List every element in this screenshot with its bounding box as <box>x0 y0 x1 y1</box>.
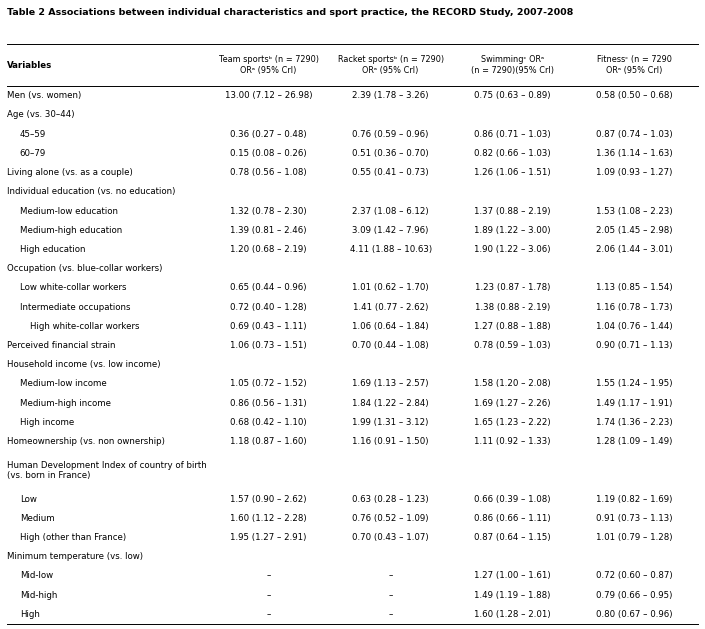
Text: 1.99 (1.31 – 3.12): 1.99 (1.31 – 3.12) <box>352 418 429 427</box>
Text: 0.86 (0.66 – 1.11): 0.86 (0.66 – 1.11) <box>474 514 551 523</box>
Text: 1.84 (1.22 – 2.84): 1.84 (1.22 – 2.84) <box>352 399 429 408</box>
Text: High education: High education <box>20 245 85 254</box>
Text: 0.75 (0.63 – 0.89): 0.75 (0.63 – 0.89) <box>474 91 551 100</box>
Text: 0.51 (0.36 – 0.70): 0.51 (0.36 – 0.70) <box>352 149 429 158</box>
Text: 60–79: 60–79 <box>20 149 46 158</box>
Text: 1.16 (0.78 – 1.73): 1.16 (0.78 – 1.73) <box>596 303 673 311</box>
Text: 0.76 (0.52 – 1.09): 0.76 (0.52 – 1.09) <box>352 514 429 523</box>
Text: 1.27 (0.88 – 1.88): 1.27 (0.88 – 1.88) <box>474 322 551 331</box>
Text: 1.69 (1.27 – 2.26): 1.69 (1.27 – 2.26) <box>474 399 551 408</box>
Text: 1.49 (1.19 – 1.88): 1.49 (1.19 – 1.88) <box>474 591 551 599</box>
Text: 1.23 (0.87 - 1.78): 1.23 (0.87 - 1.78) <box>475 283 550 292</box>
Text: 1.69 (1.13 – 2.57): 1.69 (1.13 – 2.57) <box>352 379 429 388</box>
Text: Living alone (vs. as a couple): Living alone (vs. as a couple) <box>7 168 133 177</box>
Text: 1.01 (0.79 – 1.28): 1.01 (0.79 – 1.28) <box>596 533 673 542</box>
Text: Low white-collar workers: Low white-collar workers <box>20 283 126 292</box>
Text: Household income (vs. low income): Household income (vs. low income) <box>7 360 161 369</box>
Text: Variables: Variables <box>7 60 52 70</box>
Text: 1.16 (0.91 – 1.50): 1.16 (0.91 – 1.50) <box>352 437 429 446</box>
Text: Occupation (vs. blue-collar workers): Occupation (vs. blue-collar workers) <box>7 264 162 273</box>
Text: –: – <box>388 591 393 599</box>
Text: 1.06 (0.64 – 1.84): 1.06 (0.64 – 1.84) <box>352 322 429 331</box>
Text: Homeownership (vs. non ownership): Homeownership (vs. non ownership) <box>7 437 165 446</box>
Text: Mid-low: Mid-low <box>20 572 53 581</box>
Text: –: – <box>266 591 271 599</box>
Text: Mid-high: Mid-high <box>20 591 57 599</box>
Text: 1.65 (1.23 – 2.22): 1.65 (1.23 – 2.22) <box>474 418 551 427</box>
Text: 1.09 (0.93 – 1.27): 1.09 (0.93 – 1.27) <box>596 168 673 177</box>
Text: 0.15 (0.08 – 0.26): 0.15 (0.08 – 0.26) <box>231 149 307 158</box>
Text: 0.87 (0.74 – 1.03): 0.87 (0.74 – 1.03) <box>596 130 673 138</box>
Text: 0.72 (0.40 – 1.28): 0.72 (0.40 – 1.28) <box>231 303 307 311</box>
Text: Perceived financial strain: Perceived financial strain <box>7 341 116 350</box>
Text: 1.19 (0.82 – 1.69): 1.19 (0.82 – 1.69) <box>596 494 673 504</box>
Text: 0.66 (0.39 – 1.08): 0.66 (0.39 – 1.08) <box>474 494 551 504</box>
Text: Medium-high income: Medium-high income <box>20 399 111 408</box>
Text: 1.18 (0.87 – 1.60): 1.18 (0.87 – 1.60) <box>231 437 307 446</box>
Text: 2.37 (1.08 – 6.12): 2.37 (1.08 – 6.12) <box>352 206 429 216</box>
Text: Team sportsᵇ (n = 7290)
ORᵃ (95% CrI): Team sportsᵇ (n = 7290) ORᵃ (95% CrI) <box>219 55 319 75</box>
Text: High (other than France): High (other than France) <box>20 533 126 542</box>
Text: 1.89 (1.22 – 3.00): 1.89 (1.22 – 3.00) <box>474 226 551 235</box>
Text: 0.70 (0.44 – 1.08): 0.70 (0.44 – 1.08) <box>352 341 429 350</box>
Text: Human Development Index of country of birth
(vs. born in France): Human Development Index of country of bi… <box>7 460 207 480</box>
Text: –: – <box>388 610 393 619</box>
Text: 1.55 (1.24 – 1.95): 1.55 (1.24 – 1.95) <box>596 379 673 388</box>
Text: 1.53 (1.08 – 2.23): 1.53 (1.08 – 2.23) <box>596 206 673 216</box>
Text: 45–59: 45–59 <box>20 130 46 138</box>
Text: 0.87 (0.64 – 1.15): 0.87 (0.64 – 1.15) <box>474 533 551 542</box>
Text: Individual education (vs. no education): Individual education (vs. no education) <box>7 187 176 196</box>
Text: Medium-low income: Medium-low income <box>20 379 106 388</box>
Text: 0.68 (0.42 – 1.10): 0.68 (0.42 – 1.10) <box>231 418 307 427</box>
Text: Swimmingᶜ ORᵃ
(n = 7290)(95% CrI): Swimmingᶜ ORᵃ (n = 7290)(95% CrI) <box>471 55 554 75</box>
Text: 4.11 (1.88 – 10.63): 4.11 (1.88 – 10.63) <box>350 245 431 254</box>
Text: Men (vs. women): Men (vs. women) <box>7 91 81 100</box>
Text: 1.28 (1.09 – 1.49): 1.28 (1.09 – 1.49) <box>596 437 673 446</box>
Text: Intermediate occupations: Intermediate occupations <box>20 303 130 311</box>
Text: Minimum temperature (vs. low): Minimum temperature (vs. low) <box>7 552 143 561</box>
Text: 1.49 (1.17 – 1.91): 1.49 (1.17 – 1.91) <box>596 399 673 408</box>
Text: 0.36 (0.27 – 0.48): 0.36 (0.27 – 0.48) <box>231 130 307 138</box>
Text: 0.69 (0.43 – 1.11): 0.69 (0.43 – 1.11) <box>231 322 307 331</box>
Text: 1.37 (0.88 – 2.19): 1.37 (0.88 – 2.19) <box>474 206 551 216</box>
Text: Medium-high education: Medium-high education <box>20 226 122 235</box>
Text: 1.38 (0.88 - 2.19): 1.38 (0.88 - 2.19) <box>475 303 550 311</box>
Text: 1.27 (1.00 – 1.61): 1.27 (1.00 – 1.61) <box>474 572 551 581</box>
Text: –: – <box>266 610 271 619</box>
Text: 0.91 (0.73 – 1.13): 0.91 (0.73 – 1.13) <box>596 514 673 523</box>
Text: 0.55 (0.41 – 0.73): 0.55 (0.41 – 0.73) <box>352 168 429 177</box>
Text: 0.72 (0.60 – 0.87): 0.72 (0.60 – 0.87) <box>596 572 673 581</box>
Text: 0.63 (0.28 – 1.23): 0.63 (0.28 – 1.23) <box>352 494 429 504</box>
Text: 1.26 (1.06 – 1.51): 1.26 (1.06 – 1.51) <box>474 168 551 177</box>
Text: 0.86 (0.56 – 1.31): 0.86 (0.56 – 1.31) <box>231 399 307 408</box>
Text: 0.82 (0.66 – 1.03): 0.82 (0.66 – 1.03) <box>474 149 551 158</box>
Text: Medium: Medium <box>20 514 54 523</box>
Text: 0.76 (0.59 – 0.96): 0.76 (0.59 – 0.96) <box>352 130 429 138</box>
Text: 1.06 (0.73 – 1.51): 1.06 (0.73 – 1.51) <box>231 341 307 350</box>
Text: 0.78 (0.56 – 1.08): 0.78 (0.56 – 1.08) <box>231 168 307 177</box>
Text: 0.70 (0.43 – 1.07): 0.70 (0.43 – 1.07) <box>352 533 429 542</box>
Text: 0.78 (0.59 – 1.03): 0.78 (0.59 – 1.03) <box>474 341 551 350</box>
Text: Table 2 Associations between individual characteristics and sport practice, the : Table 2 Associations between individual … <box>7 8 573 16</box>
Text: 1.39 (0.81 – 2.46): 1.39 (0.81 – 2.46) <box>231 226 307 235</box>
Text: 0.80 (0.67 – 0.96): 0.80 (0.67 – 0.96) <box>596 610 673 619</box>
Text: 1.57 (0.90 – 2.62): 1.57 (0.90 – 2.62) <box>231 494 307 504</box>
Text: 1.60 (1.12 – 2.28): 1.60 (1.12 – 2.28) <box>231 514 307 523</box>
Text: 3.09 (1.42 – 7.96): 3.09 (1.42 – 7.96) <box>352 226 429 235</box>
Text: 2.39 (1.78 – 3.26): 2.39 (1.78 – 3.26) <box>352 91 429 100</box>
Text: 1.20 (0.68 – 2.19): 1.20 (0.68 – 2.19) <box>231 245 307 254</box>
Text: Fitnessᶜ (n = 7290
ORᵃ (95% CrI): Fitnessᶜ (n = 7290 ORᵃ (95% CrI) <box>597 55 672 75</box>
Text: 0.65 (0.44 – 0.96): 0.65 (0.44 – 0.96) <box>231 283 307 292</box>
Text: 13.00 (7.12 – 26.98): 13.00 (7.12 – 26.98) <box>225 91 312 100</box>
Text: 1.74 (1.36 – 2.23): 1.74 (1.36 – 2.23) <box>596 418 673 427</box>
Text: High: High <box>20 610 39 619</box>
Text: 0.58 (0.50 – 0.68): 0.58 (0.50 – 0.68) <box>596 91 673 100</box>
Text: 1.90 (1.22 – 3.06): 1.90 (1.22 – 3.06) <box>474 245 551 254</box>
Text: High income: High income <box>20 418 74 427</box>
Text: 1.01 (0.62 – 1.70): 1.01 (0.62 – 1.70) <box>352 283 429 292</box>
Text: Low: Low <box>20 494 37 504</box>
Text: 0.86 (0.71 – 1.03): 0.86 (0.71 – 1.03) <box>474 130 551 138</box>
Text: 1.41 (0.77 - 2.62): 1.41 (0.77 - 2.62) <box>353 303 428 311</box>
Text: 0.90 (0.71 – 1.13): 0.90 (0.71 – 1.13) <box>596 341 673 350</box>
Text: –: – <box>388 572 393 581</box>
